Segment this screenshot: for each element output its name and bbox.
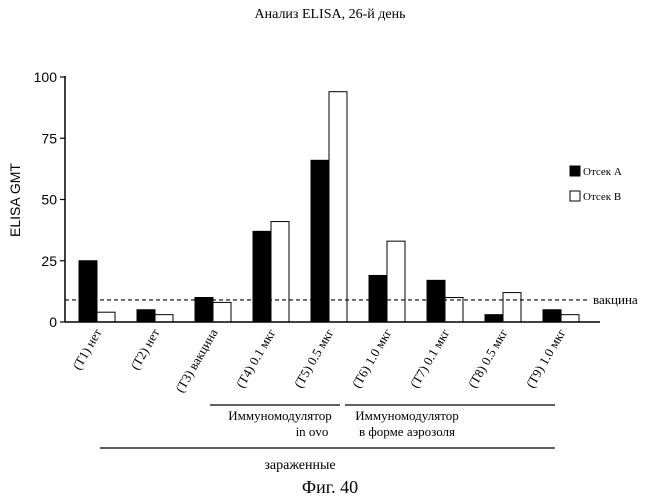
group-in-ovo: Иммуномодулятор in ovo bbox=[210, 404, 340, 439]
group-aerosol: Иммуномодулятор в форме аэрозоля bbox=[345, 404, 555, 439]
group-in-ovo-label-line1: Иммуномодулятор bbox=[228, 408, 331, 423]
bar-series-a bbox=[484, 314, 504, 323]
x-tick-label: (T2) нет bbox=[127, 326, 163, 373]
reference-line-label: вакцина bbox=[593, 292, 638, 307]
super-group-label: зараженные bbox=[264, 458, 335, 473]
legend-swatch-b bbox=[569, 190, 581, 202]
bar-series-b bbox=[560, 314, 580, 323]
y-axis-label: ELISA GMT bbox=[7, 163, 23, 237]
bar-series-a bbox=[252, 230, 272, 323]
y-tick-label: 0 bbox=[49, 314, 57, 330]
bar-series-b bbox=[212, 301, 232, 323]
bars bbox=[78, 91, 580, 323]
x-tick-label: (T7) 0.1 мкг bbox=[407, 326, 453, 390]
y-tick-label: 75 bbox=[41, 130, 57, 146]
group-aerosol-label-line2: в форме аэрозоля bbox=[359, 424, 455, 439]
chart-title: Анализ ELISA, 26-й день bbox=[255, 7, 406, 22]
y-ticks: 0 25 50 75 100 bbox=[34, 69, 65, 330]
legend-label-b: Отсек В bbox=[583, 191, 621, 203]
x-tick-label: (T5) 0.5 мкг bbox=[291, 326, 337, 390]
y-tick-label: 100 bbox=[34, 69, 58, 85]
x-tick-label: (T1) нет bbox=[69, 326, 105, 373]
bar-series-a bbox=[368, 274, 388, 323]
legend: Отсек А Отсек В bbox=[569, 165, 622, 203]
bar-series-b bbox=[270, 221, 290, 323]
bar-series-b bbox=[154, 314, 174, 323]
super-group-infected: зараженные bbox=[100, 447, 555, 473]
bar-series-a bbox=[310, 159, 330, 323]
x-tick-label: (T4) 0.1 мкг bbox=[233, 326, 279, 390]
legend-label-a: Отсек А bbox=[583, 166, 622, 178]
x-tick-labels: (T1) нет (T2) нет (T3) вакцина (T4) 0.1 мкг… bbox=[69, 326, 568, 395]
bar-series-b bbox=[96, 311, 116, 323]
x-tick-label: (T6) 1.0 мкг bbox=[349, 326, 395, 390]
bar-series-b bbox=[328, 91, 348, 323]
bar-series-a bbox=[78, 260, 98, 323]
x-tick-label: (T3) вакцина bbox=[172, 326, 221, 395]
bar-series-b bbox=[386, 240, 406, 323]
bar-series-b bbox=[444, 297, 464, 323]
bar-series-a bbox=[426, 279, 446, 323]
bar-series-a bbox=[136, 309, 156, 323]
legend-swatch-a bbox=[569, 165, 581, 177]
x-tick-label: (T8) 0.5 мкг bbox=[465, 326, 511, 390]
bar-series-a bbox=[542, 309, 562, 323]
y-tick-label: 50 bbox=[41, 192, 57, 208]
group-in-ovo-label-line2: in ovo bbox=[296, 424, 329, 439]
bar-series-a bbox=[194, 297, 214, 323]
x-tick-label: (T9) 1.0 мкг bbox=[523, 326, 569, 390]
y-tick-label: 25 bbox=[41, 253, 57, 269]
reference-line-group: вакцина bbox=[65, 292, 638, 307]
group-aerosol-label-line1: Иммуномодулятор bbox=[355, 408, 458, 423]
figure-caption: Фиг. 40 bbox=[302, 477, 358, 497]
bar-series-b bbox=[502, 292, 522, 323]
